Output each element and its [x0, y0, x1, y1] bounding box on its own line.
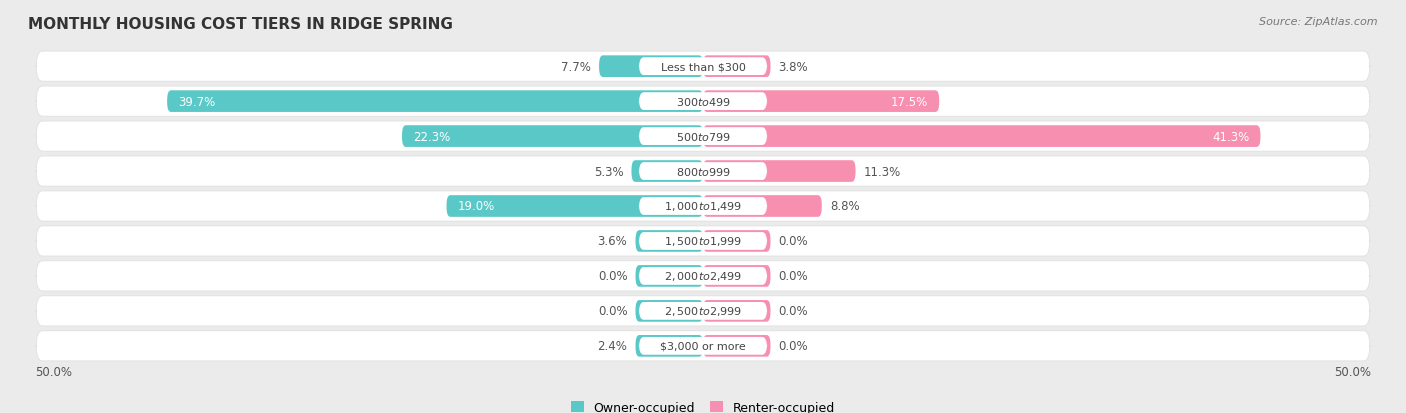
Text: 50.0%: 50.0%: [35, 365, 72, 378]
FancyBboxPatch shape: [703, 196, 821, 217]
FancyBboxPatch shape: [703, 56, 770, 78]
FancyBboxPatch shape: [636, 230, 703, 252]
FancyBboxPatch shape: [638, 58, 768, 76]
Legend: Owner-occupied, Renter-occupied: Owner-occupied, Renter-occupied: [571, 401, 835, 413]
FancyBboxPatch shape: [638, 128, 768, 146]
FancyBboxPatch shape: [37, 122, 1369, 152]
Text: 0.0%: 0.0%: [598, 305, 627, 318]
FancyBboxPatch shape: [37, 331, 1369, 361]
Text: 22.3%: 22.3%: [413, 130, 450, 143]
FancyBboxPatch shape: [636, 300, 703, 322]
FancyBboxPatch shape: [37, 52, 1369, 82]
FancyBboxPatch shape: [37, 87, 1369, 117]
FancyBboxPatch shape: [636, 335, 703, 357]
Text: 5.3%: 5.3%: [593, 165, 623, 178]
FancyBboxPatch shape: [703, 161, 855, 183]
Text: 3.8%: 3.8%: [779, 61, 808, 74]
Text: 50.0%: 50.0%: [1334, 365, 1371, 378]
FancyBboxPatch shape: [37, 296, 1369, 326]
FancyBboxPatch shape: [638, 302, 768, 320]
Text: $3,000 or more: $3,000 or more: [661, 341, 745, 351]
Text: $1,000 to $1,499: $1,000 to $1,499: [664, 200, 742, 213]
FancyBboxPatch shape: [638, 163, 768, 180]
FancyBboxPatch shape: [638, 337, 768, 355]
Text: 39.7%: 39.7%: [179, 95, 215, 108]
Text: 19.0%: 19.0%: [457, 200, 495, 213]
Text: 2.4%: 2.4%: [598, 339, 627, 352]
FancyBboxPatch shape: [37, 261, 1369, 291]
Text: $800 to $999: $800 to $999: [675, 166, 731, 178]
Text: Less than $300: Less than $300: [661, 62, 745, 72]
FancyBboxPatch shape: [638, 233, 768, 250]
Text: 8.8%: 8.8%: [830, 200, 859, 213]
Text: 0.0%: 0.0%: [779, 305, 808, 318]
FancyBboxPatch shape: [37, 192, 1369, 221]
FancyBboxPatch shape: [703, 300, 770, 322]
FancyBboxPatch shape: [167, 91, 703, 113]
Text: 0.0%: 0.0%: [779, 339, 808, 352]
Text: $2,000 to $2,499: $2,000 to $2,499: [664, 270, 742, 283]
Text: $500 to $799: $500 to $799: [675, 131, 731, 143]
Text: 11.3%: 11.3%: [863, 165, 901, 178]
Text: 0.0%: 0.0%: [779, 235, 808, 248]
FancyBboxPatch shape: [599, 56, 703, 78]
FancyBboxPatch shape: [703, 230, 770, 252]
FancyBboxPatch shape: [703, 266, 770, 287]
FancyBboxPatch shape: [703, 126, 1260, 147]
FancyBboxPatch shape: [37, 226, 1369, 256]
FancyBboxPatch shape: [638, 267, 768, 285]
FancyBboxPatch shape: [638, 198, 768, 215]
Text: $2,500 to $2,999: $2,500 to $2,999: [664, 305, 742, 318]
Text: 3.6%: 3.6%: [598, 235, 627, 248]
FancyBboxPatch shape: [631, 161, 703, 183]
FancyBboxPatch shape: [703, 91, 939, 113]
Text: $1,500 to $1,999: $1,500 to $1,999: [664, 235, 742, 248]
FancyBboxPatch shape: [638, 93, 768, 111]
Text: 41.3%: 41.3%: [1212, 130, 1250, 143]
Text: 7.7%: 7.7%: [561, 61, 591, 74]
FancyBboxPatch shape: [447, 196, 703, 217]
Text: MONTHLY HOUSING COST TIERS IN RIDGE SPRING: MONTHLY HOUSING COST TIERS IN RIDGE SPRI…: [28, 17, 453, 31]
FancyBboxPatch shape: [703, 335, 770, 357]
FancyBboxPatch shape: [402, 126, 703, 147]
Text: Source: ZipAtlas.com: Source: ZipAtlas.com: [1260, 17, 1378, 26]
Text: 0.0%: 0.0%: [779, 270, 808, 283]
Text: 17.5%: 17.5%: [891, 95, 928, 108]
Text: 0.0%: 0.0%: [598, 270, 627, 283]
FancyBboxPatch shape: [636, 266, 703, 287]
FancyBboxPatch shape: [37, 157, 1369, 187]
Text: $300 to $499: $300 to $499: [675, 96, 731, 108]
